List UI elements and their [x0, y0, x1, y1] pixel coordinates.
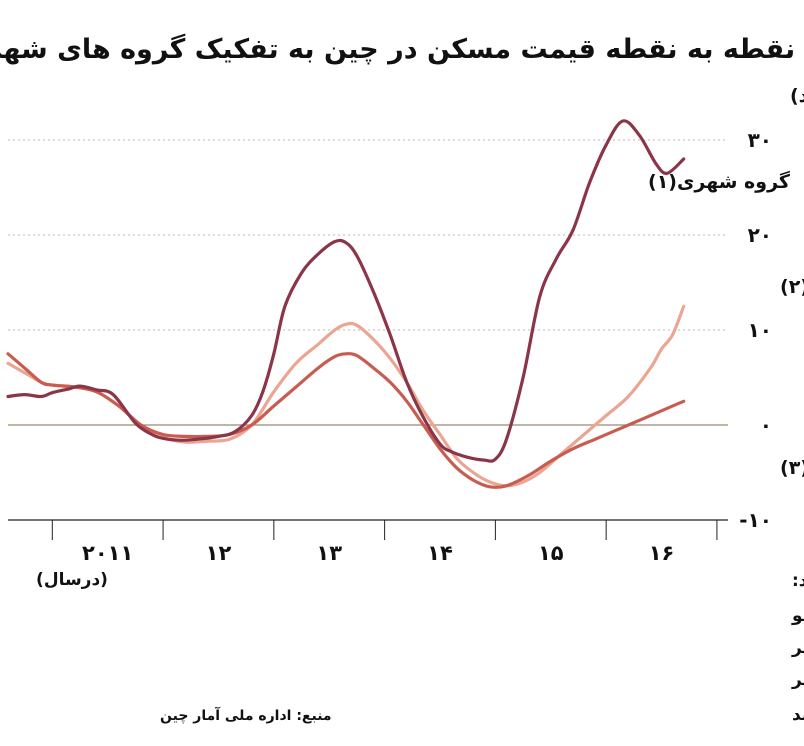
- series-line-group-3: [6, 352, 686, 489]
- x-tick-label-5: ۱۶: [649, 541, 675, 565]
- series-line-group-1: [6, 119, 686, 463]
- note-line-5: *تمام شهرها جمعیت بالای یک میلیون نفر دا…: [792, 705, 804, 725]
- x-tick-label-2: ۱۳: [316, 541, 342, 565]
- y-tick-label-1: ۲۰: [748, 223, 772, 247]
- series-label-group-2: گروه شهری(۲): [780, 275, 804, 298]
- y-tick-label-0: ۳۰: [748, 128, 772, 152]
- note-line-3: گروه(۲) شامل ۲۲ شهر: [791, 637, 804, 658]
- x-tick-label-3: ۱۴: [427, 541, 453, 565]
- gridlines: [8, 139, 728, 521]
- note-line-4: گروه(۳) شامل ۷۴ شهر: [791, 669, 804, 690]
- note-line-1: توضیح:*شهرهای چین بر اساس جمعیت به سه دس…: [792, 571, 804, 591]
- x-tick-label-0: ۲۰۱۱: [82, 541, 133, 565]
- x-axis-unit-label: (درسال): [36, 570, 108, 590]
- x-axis: ۲۰۱۱ ۱۲ ۱۳ ۱۴ ۱۵ ۱۶: [8, 519, 728, 565]
- note-line-2: گروه(۱) کلان شهرهایی همچون پکن،شانگهای،ش…: [791, 605, 804, 626]
- series-lines: [6, 119, 686, 489]
- x-tick-label-4: ۱۵: [538, 541, 564, 565]
- y-axis-unit-label: (درصد): [790, 85, 804, 107]
- series-label-group-1: گروه شهری(۱): [648, 170, 791, 193]
- y-tick-label-2: ۱۰: [748, 318, 772, 342]
- y-axis-tick-labels: ۳۰ ۲۰ ۱۰ ۰ -۱۰: [739, 128, 772, 532]
- y-tick-label-4: -۱۰: [739, 508, 772, 532]
- y-tick-label-3: ۰: [760, 413, 772, 437]
- x-tick-label-1: ۱۲: [206, 541, 232, 565]
- notes-block: توضیح:*شهرهای چین بر اساس جمعیت به سه دس…: [791, 571, 804, 725]
- series-label-group-3: گروه شهری(۳): [780, 456, 804, 479]
- source-note: منبع: اداره ملی آمار چین: [160, 706, 332, 724]
- chart-title: رشد نقطه به نقطه قیمت مسکن در چین به تفک…: [0, 33, 804, 65]
- series-line-group-2: [6, 304, 686, 488]
